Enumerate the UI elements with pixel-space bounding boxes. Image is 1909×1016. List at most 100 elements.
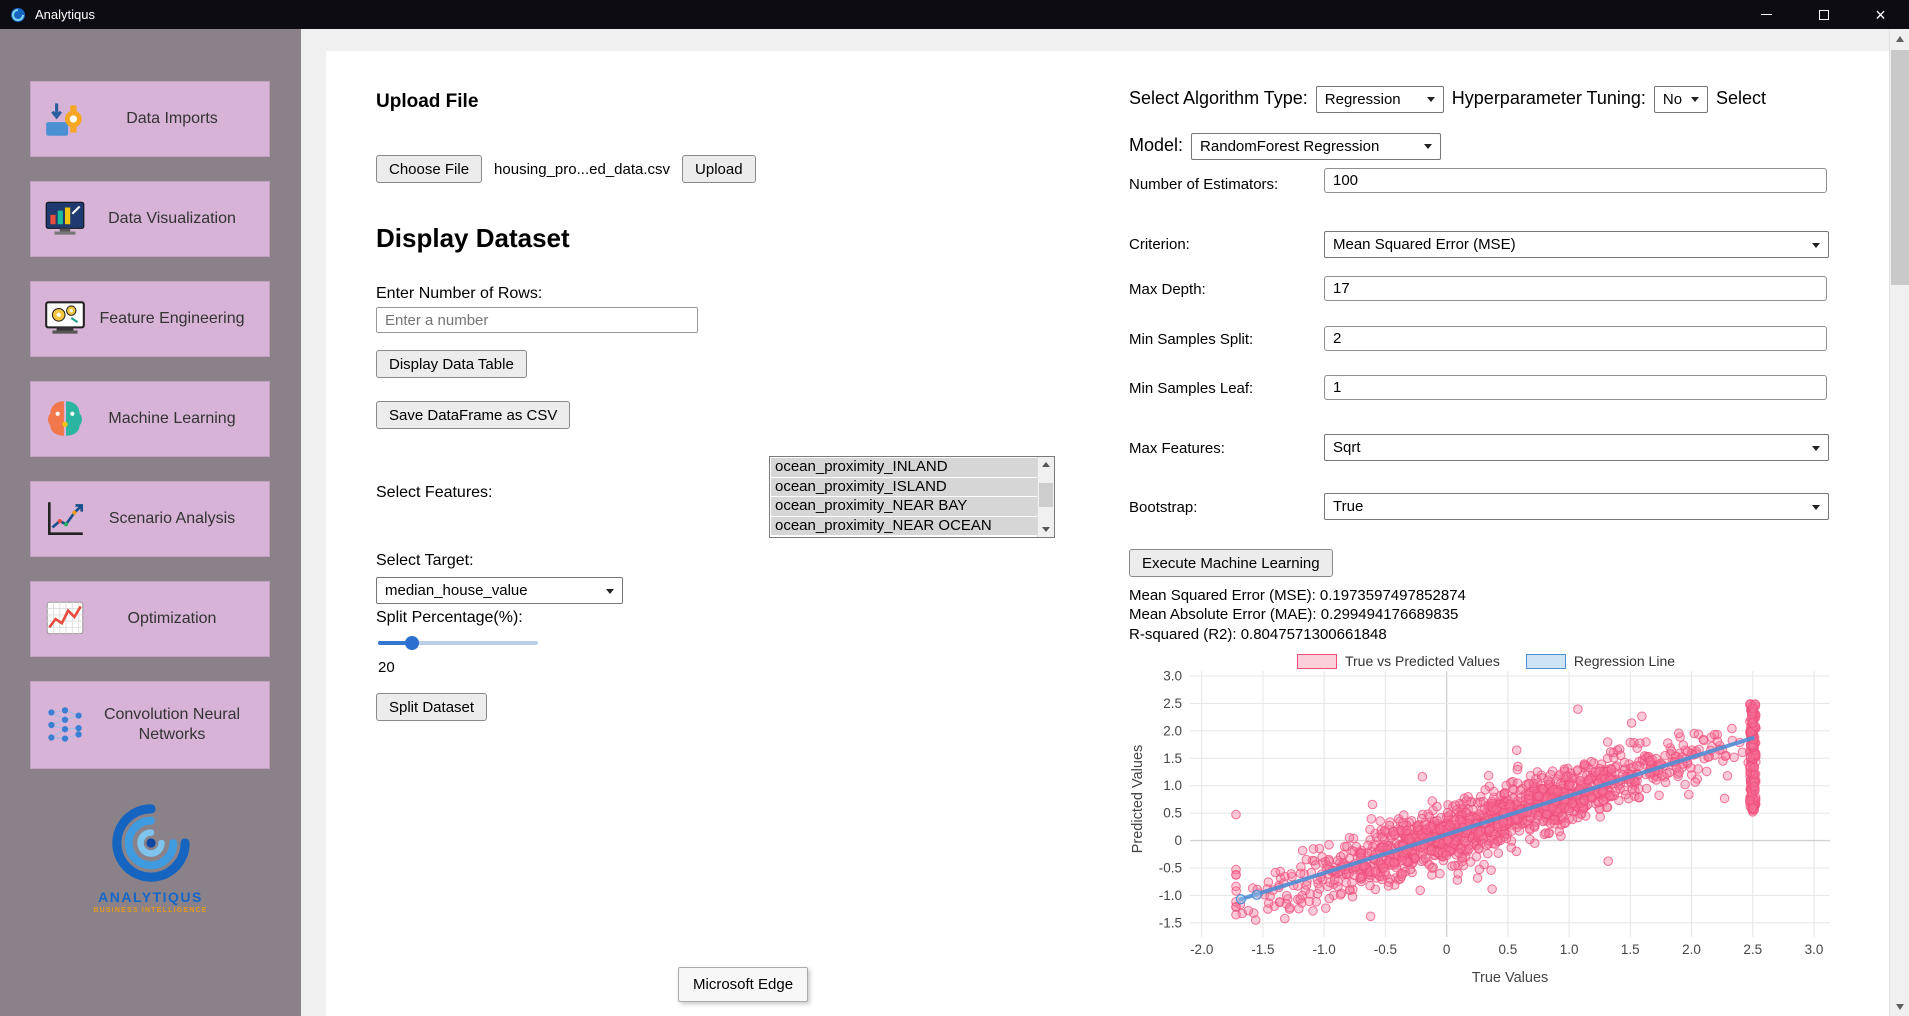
svg-text:-1.0: -1.0 xyxy=(1159,888,1182,903)
chevron-down-icon xyxy=(606,588,614,594)
svg-text:Predicted Values: Predicted Values xyxy=(1130,745,1146,854)
scroll-up-arrow-icon[interactable] xyxy=(1890,29,1909,48)
main-scrollbar[interactable] xyxy=(1889,29,1909,1016)
sidebar-item-label: Scenario Analysis xyxy=(108,510,236,527)
svg-text:0.5: 0.5 xyxy=(1498,942,1517,957)
sidebar-item-data-visualization[interactable]: Data Visualization xyxy=(30,181,270,257)
title-bar: Analytiqus xyxy=(0,0,1909,29)
execute-machine-learning-button[interactable]: Execute Machine Learning xyxy=(1129,549,1333,577)
features-listbox[interactable]: ocean_proximity_INLAND ocean_proximity_I… xyxy=(769,456,1055,538)
max-depth-input[interactable] xyxy=(1324,276,1827,301)
max-features-select[interactable]: Sqrt xyxy=(1324,434,1829,461)
number-of-estimators-input[interactable] xyxy=(1324,168,1827,193)
chevron-down-icon xyxy=(1812,242,1820,248)
choose-file-button[interactable]: Choose File xyxy=(376,155,483,183)
feature-engineering-icon xyxy=(45,301,85,334)
logo-subtitle: BUSINESS INTELLIGENCE xyxy=(93,907,208,914)
field-label-criterion: Criterion: xyxy=(1129,236,1190,253)
listbox-scrollbar[interactable] xyxy=(1037,457,1054,537)
rows-label: Enter Number of Rows: xyxy=(376,285,543,302)
save-csv-button[interactable]: Save DataFrame as CSV xyxy=(376,401,571,429)
logo-title: ANALYTIQUS xyxy=(98,889,203,905)
sidebar: Data Imports Data Visualization xyxy=(0,29,301,1016)
results-chart-container: True vs Predicted Values Regression Line… xyxy=(1126,647,1846,1007)
model-select[interactable]: RandomForest Regression xyxy=(1191,132,1442,160)
field-label-max-depth: Max Depth: xyxy=(1129,281,1206,298)
listbox-option-near-bay[interactable]: ocean_proximity_NEAR BAY xyxy=(771,497,1037,516)
sidebar-item-optimization[interactable]: Optimization xyxy=(30,581,270,657)
main-content: Upload File Choose File housing_pro...ed… xyxy=(326,51,1889,1016)
svg-text:1.0: 1.0 xyxy=(1560,942,1579,957)
chevron-down-icon xyxy=(1690,97,1699,103)
chevron-down-icon xyxy=(1424,144,1433,150)
maximize-icon xyxy=(1818,9,1829,20)
scroll-down-arrow-icon[interactable] xyxy=(1038,522,1054,537)
chevron-down-icon xyxy=(1812,504,1820,510)
min-samples-split-input[interactable] xyxy=(1324,326,1827,351)
target-select[interactable]: median_house_value xyxy=(376,577,623,604)
svg-text:0.5: 0.5 xyxy=(1163,806,1182,821)
maximize-button[interactable] xyxy=(1795,0,1852,29)
svg-text:3.0: 3.0 xyxy=(1805,942,1824,957)
scroll-up-arrow-icon[interactable] xyxy=(1038,457,1054,472)
slider-fill xyxy=(378,641,412,645)
close-button[interactable] xyxy=(1852,0,1909,29)
min-samples-leaf-input[interactable] xyxy=(1324,375,1827,400)
chevron-down-icon xyxy=(1426,97,1435,103)
metric-r2: R-squared (R2): 0.8047571300661848 xyxy=(1129,625,1387,643)
main-scrollbar-thumb[interactable] xyxy=(1891,50,1909,285)
listbox-option-island[interactable]: ocean_proximity_ISLAND xyxy=(771,477,1037,496)
upload-button[interactable]: Upload xyxy=(682,155,756,183)
criterion-select[interactable]: Mean Squared Error (MSE) xyxy=(1324,231,1829,258)
svg-text:-1.5: -1.5 xyxy=(1159,915,1182,930)
field-label-number-of-estimators: Number of Estimators: xyxy=(1129,176,1279,193)
sidebar-item-label: Feature Engineering xyxy=(99,310,245,327)
bootstrap-select[interactable]: True xyxy=(1324,493,1829,520)
sidebar-item-label: Machine Learning xyxy=(108,410,236,427)
minimize-button[interactable] xyxy=(1738,0,1795,29)
scroll-down-arrow-icon[interactable] xyxy=(1890,997,1909,1016)
sidebar-item-feature-engineering[interactable]: Feature Engineering xyxy=(30,281,270,357)
algorithm-type-label: Select Algorithm Type: xyxy=(1129,88,1308,108)
svg-text:1.0: 1.0 xyxy=(1163,778,1182,793)
select-model-label: Select Model: xyxy=(1129,88,1766,155)
listbox-scrollbar-thumb[interactable] xyxy=(1039,483,1053,507)
algorithm-type-select[interactable]: Regression xyxy=(1315,85,1444,113)
svg-text:-1.0: -1.0 xyxy=(1313,942,1336,957)
cnn-icon xyxy=(48,707,82,742)
svg-text:2.5: 2.5 xyxy=(1743,942,1762,957)
hyperparameter-tuning-select[interactable]: No xyxy=(1653,85,1708,113)
slider-track xyxy=(378,641,538,645)
slider-thumb[interactable] xyxy=(404,636,419,650)
app-logo-icon xyxy=(11,7,25,22)
split-percentage-slider[interactable] xyxy=(378,635,538,651)
metric-mse: Mean Squared Error (MSE): 0.197359749785… xyxy=(1129,587,1466,604)
minimize-icon xyxy=(1761,14,1772,15)
legend-swatch-true-vs-predicted xyxy=(1296,653,1337,669)
rows-count-input[interactable] xyxy=(376,307,698,333)
sidebar-item-machine-learning[interactable]: Machine Learning xyxy=(30,381,270,457)
sidebar-item-convolution-neural-networks[interactable]: Convolution Neural Networks xyxy=(30,681,270,769)
sidebar-item-label: Convolution Neural Networks xyxy=(103,706,241,743)
svg-text:3.0: 3.0 xyxy=(1163,671,1182,684)
listbox-option-inland[interactable]: ocean_proximity_INLAND xyxy=(771,458,1037,477)
hyperparameter-tuning-label: Hyperparameter Tuning: xyxy=(1451,88,1646,108)
results-chart: -2.0 -1.5 -1.0 -0.5 0 0.5 1.0 1.5 2.0 2.5 3.0 -1.5 -… xyxy=(1130,671,1830,986)
select-target-label: Select Target: xyxy=(376,552,474,569)
window-title: Analytiqus xyxy=(35,7,95,22)
sidebar-item-data-imports[interactable]: Data Imports xyxy=(30,81,270,157)
field-label-min-samples-leaf: Min Samples Leaf: xyxy=(1129,380,1254,397)
svg-text:2.0: 2.0 xyxy=(1682,942,1701,957)
sidebar-item-label: Data Imports xyxy=(126,110,218,127)
upload-file-heading: Upload File xyxy=(376,91,479,112)
select-features-label: Select Features: xyxy=(376,484,493,501)
sidebar-item-scenario-analysis[interactable]: Scenario Analysis xyxy=(30,481,270,557)
split-percentage-label: Split Percentage(%): xyxy=(376,609,523,626)
split-dataset-button[interactable]: Split Dataset xyxy=(376,693,488,721)
svg-text:-2.0: -2.0 xyxy=(1190,942,1213,957)
listbox-option-near-ocean[interactable]: ocean_proximity_NEAR OCEAN xyxy=(771,516,1037,535)
display-data-table-button[interactable]: Display Data Table xyxy=(376,350,527,378)
sidebar-item-label: Optimization xyxy=(127,610,217,627)
metric-mae: Mean Absolute Error (MAE): 0.29949417668… xyxy=(1129,606,1459,624)
